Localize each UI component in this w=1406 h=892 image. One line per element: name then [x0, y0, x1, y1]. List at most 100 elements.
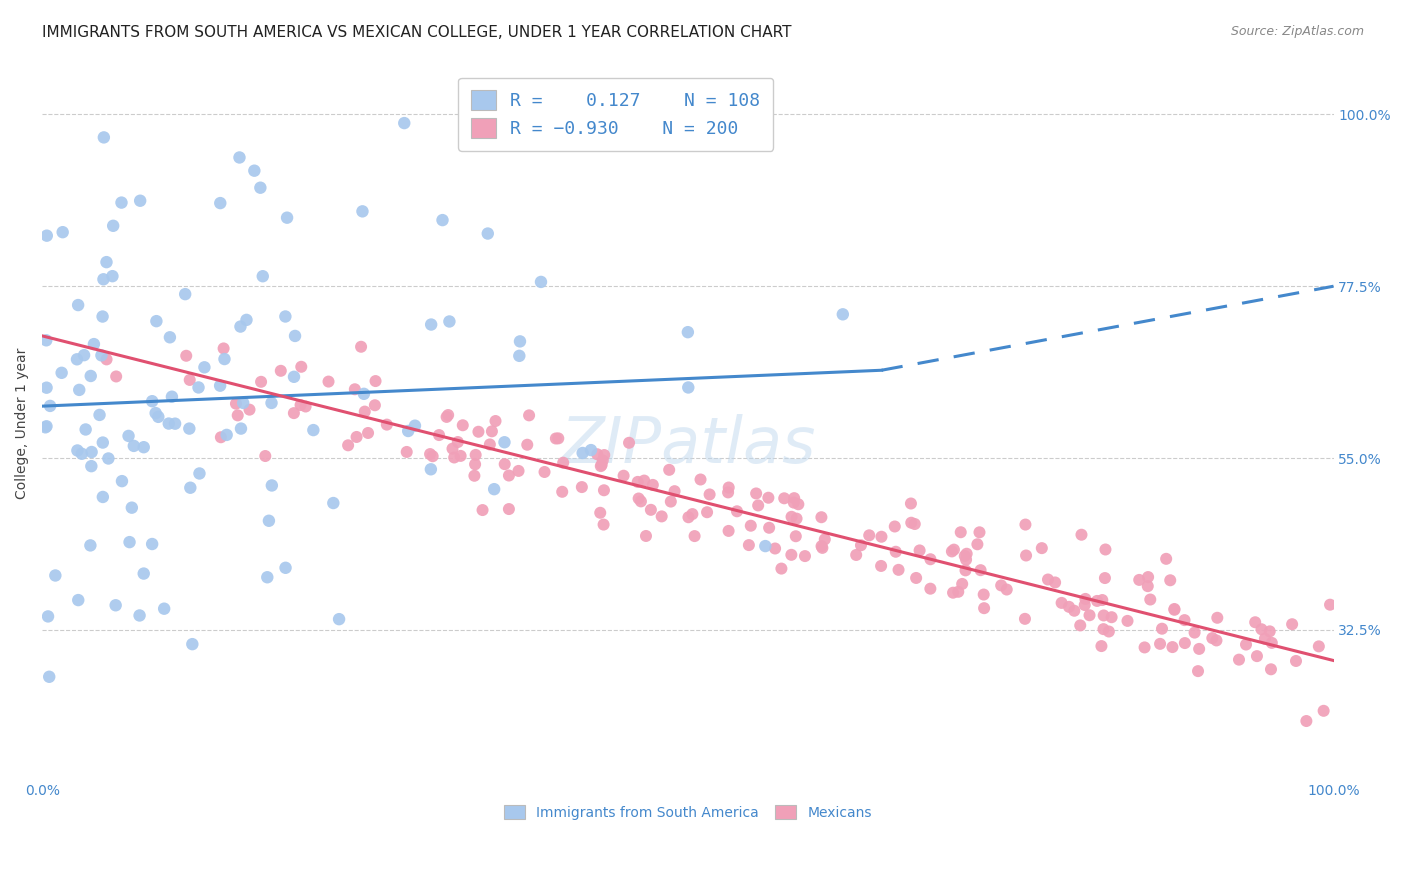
Point: [1085, 594, 1108, 608]
Point: [1159, 574, 1181, 588]
Point: [814, 533, 837, 547]
Point: [770, 561, 793, 575]
Point: [37, 609, 59, 624]
Point: [128, 608, 150, 623]
Point: [212, 342, 235, 356]
Point: [941, 544, 963, 558]
Point: [634, 529, 657, 543]
Point: [229, 421, 252, 435]
Point: [1161, 640, 1184, 654]
Point: [717, 524, 740, 538]
Point: [276, 211, 298, 225]
Point: [780, 548, 803, 562]
Point: [530, 275, 553, 289]
Point: [79, 538, 101, 552]
Point: [419, 447, 441, 461]
Point: [214, 352, 236, 367]
Point: [900, 496, 922, 510]
Point: [883, 519, 905, 533]
Point: [375, 417, 398, 432]
Point: [396, 424, 419, 438]
Point: [110, 195, 132, 210]
Point: [215, 428, 238, 442]
Point: [73, 348, 96, 362]
Point: [810, 539, 832, 553]
Point: [1043, 575, 1066, 590]
Point: [1173, 613, 1195, 627]
Point: [870, 558, 893, 573]
Point: [260, 478, 283, 492]
Point: [1281, 617, 1303, 632]
Point: [121, 500, 143, 515]
Point: [91, 435, 114, 450]
Point: [1069, 618, 1091, 632]
Point: [422, 449, 444, 463]
Point: [1098, 624, 1121, 639]
Point: [641, 478, 664, 492]
Point: [132, 566, 155, 581]
Point: [651, 509, 673, 524]
Point: [1308, 640, 1330, 654]
Point: [717, 485, 740, 500]
Point: [1244, 615, 1267, 630]
Point: [592, 453, 614, 467]
Point: [904, 516, 927, 531]
Point: [443, 450, 465, 465]
Point: [956, 547, 979, 561]
Point: [783, 491, 806, 505]
Point: [969, 525, 991, 540]
Point: [783, 495, 806, 509]
Point: [942, 585, 965, 599]
Point: [129, 194, 152, 208]
Point: [357, 425, 380, 440]
Point: [905, 571, 928, 585]
Point: [328, 612, 350, 626]
Point: [780, 509, 803, 524]
Point: [193, 360, 215, 375]
Point: [1050, 596, 1073, 610]
Point: [117, 429, 139, 443]
Point: [1137, 570, 1160, 584]
Point: [353, 387, 375, 401]
Point: [75, 422, 97, 436]
Point: [118, 535, 141, 549]
Point: [346, 430, 368, 444]
Point: [787, 497, 810, 511]
Point: [148, 409, 170, 424]
Point: [579, 443, 602, 458]
Point: [658, 463, 681, 477]
Point: [238, 402, 260, 417]
Point: [181, 637, 204, 651]
Point: [586, 447, 609, 461]
Point: [187, 380, 209, 394]
Point: [995, 582, 1018, 597]
Point: [845, 548, 868, 562]
Point: [1073, 598, 1095, 612]
Point: [343, 382, 366, 396]
Point: [174, 287, 197, 301]
Point: [395, 445, 418, 459]
Point: [1074, 591, 1097, 606]
Point: [254, 449, 277, 463]
Point: [141, 394, 163, 409]
Point: [249, 180, 271, 194]
Point: [274, 561, 297, 575]
Point: [104, 599, 127, 613]
Point: [91, 490, 114, 504]
Point: [900, 516, 922, 530]
Point: [973, 601, 995, 615]
Point: [274, 310, 297, 324]
Point: [810, 510, 832, 524]
Point: [745, 486, 768, 500]
Point: [1261, 636, 1284, 650]
Point: [66, 443, 89, 458]
Point: [179, 481, 201, 495]
Point: [132, 440, 155, 454]
Point: [80, 459, 103, 474]
Point: [83, 337, 105, 351]
Point: [1258, 624, 1281, 639]
Point: [157, 417, 180, 431]
Point: [290, 398, 312, 412]
Point: [97, 451, 120, 466]
Point: [1057, 599, 1080, 614]
